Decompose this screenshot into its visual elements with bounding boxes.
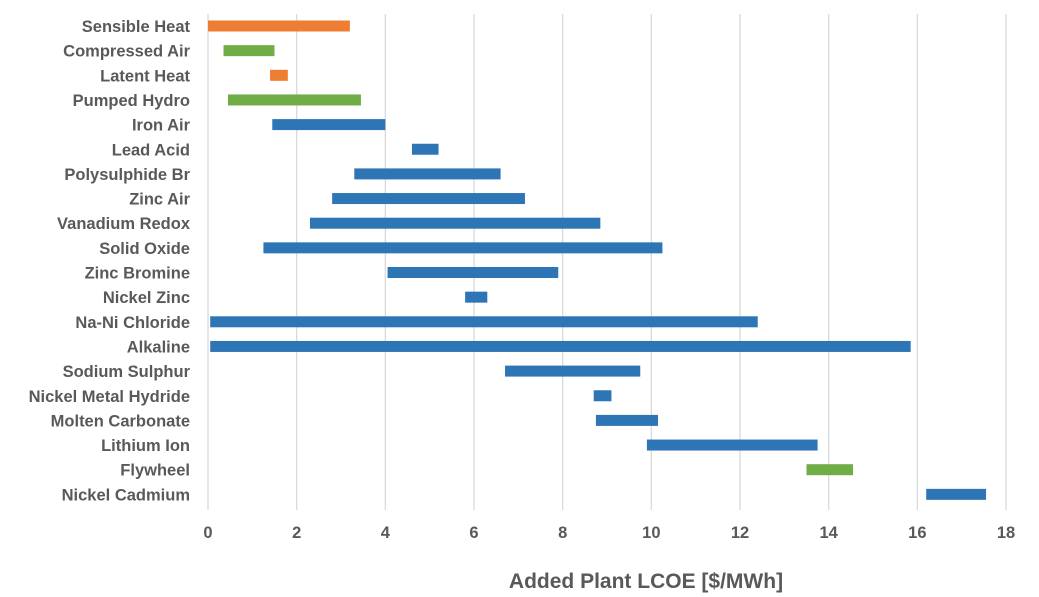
range-bars [208,20,987,500]
x-tick-label: 4 [381,524,391,542]
x-tick-label: 2 [292,524,301,542]
bar-na-ni-chloride [210,316,758,328]
category-label: Nickel Metal Hydride [29,388,190,406]
category-label: Lead Acid [112,141,190,159]
category-label: Zinc Air [129,191,190,209]
bar-sodium-sulphur [505,365,641,377]
bar-nickel-zinc [465,291,488,303]
category-label: Pumped Hydro [73,92,190,110]
category-label: Vanadium Redox [57,215,191,233]
category-label: Lithium Ion [101,437,190,455]
bar-zinc-bromine [387,267,559,278]
category-label: Molten Carbonate [51,412,190,430]
x-tick-labels: 0 2 4 6 8 10 12 14 16 18 [203,524,1015,542]
x-tick-label: 10 [642,524,660,542]
x-axis-title: Added Plant LCOE [$/MWh] [509,570,783,593]
bar-sensible-heat [208,20,350,32]
category-label: Na-Ni Chloride [75,314,190,332]
bar-iron-air [272,119,386,131]
bar-latent-heat [270,69,288,81]
category-label: Iron Air [132,117,191,135]
x-tick-label: 8 [558,524,567,542]
category-label: Flywheel [120,462,190,480]
x-tick-label: 12 [731,524,749,542]
x-tick-label: 18 [997,524,1015,542]
category-label: Polysulphide Br [64,166,190,184]
category-label: Zinc Bromine [85,265,190,283]
x-tick-label: 14 [819,524,838,542]
bar-solid-oxide [263,242,663,254]
category-label: Latent Heat [100,67,190,85]
category-label: Compressed Air [63,43,190,61]
x-tick-label: 0 [203,524,212,542]
category-label: Sensible Heat [82,18,191,36]
category-label: Solid Oxide [99,240,190,258]
x-tick-label: 6 [469,524,478,542]
category-labels: Sensible Heat Compressed Air Latent Heat Pu… [29,18,191,504]
bar-pumped-hydro [227,94,361,106]
bar-polysulphide-br [354,168,501,180]
bar-compressed-air [223,45,275,57]
bar-molten-carbonate [595,414,658,426]
bar-nickel-cadmium [926,488,987,500]
bar-nickel-metal-hydride [593,390,612,402]
bar-lead-acid [411,143,439,155]
bar-lithium-ion [646,439,818,451]
category-label: Sodium Sulphur [63,363,191,381]
bar-flywheel [806,464,854,476]
category-label: Nickel Cadmium [62,486,190,504]
category-label: Nickel Zinc [103,289,190,307]
category-label: Alkaline [127,338,190,356]
bar-zinc-air [332,193,525,205]
x-tick-label: 16 [908,524,926,542]
gridlines [207,14,1007,510]
bar-alkaline [210,340,911,352]
bar-vanadium-redox [309,217,601,229]
